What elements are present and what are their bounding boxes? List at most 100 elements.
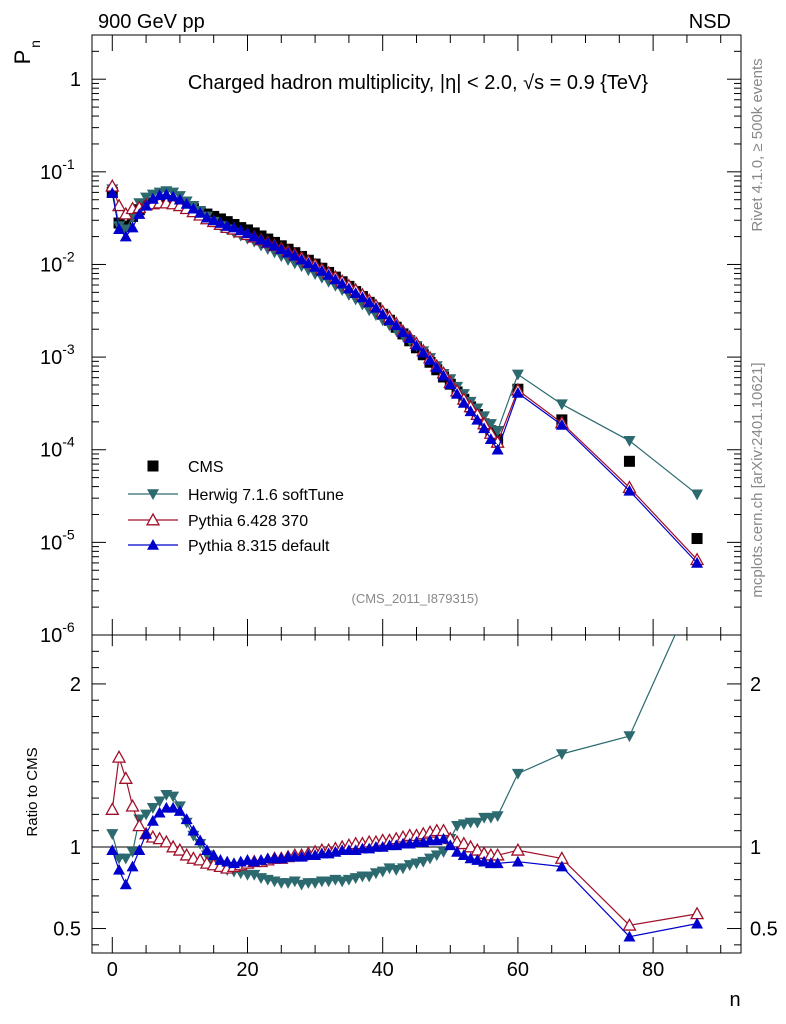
series-line-pythia-8-315-default	[111, 192, 698, 564]
legend-marker	[145, 512, 161, 526]
data-point	[140, 199, 153, 211]
main-ylabel: P	[10, 50, 35, 65]
data-point	[234, 224, 247, 236]
ratio-ytick-label-left: 1	[70, 837, 81, 859]
ratio-point	[390, 865, 403, 876]
data-point	[329, 273, 342, 285]
main-ytick-label: 10-5	[40, 526, 75, 554]
main-ylabel-subscript: n	[27, 40, 43, 48]
data-point	[241, 227, 254, 239]
data-point	[322, 268, 335, 280]
data-point	[302, 257, 315, 269]
data-point	[119, 230, 132, 242]
ratio-series-pythia-8-315-default	[106, 801, 704, 942]
ratio-point	[172, 842, 187, 856]
process-label: NSD	[689, 11, 731, 33]
ratio-point	[119, 853, 132, 865]
data-point	[255, 233, 268, 245]
xtick-label: 40	[372, 959, 394, 981]
data-point	[194, 206, 207, 218]
ratio-point	[691, 581, 703, 592]
main-ytick-label: 10-6	[40, 619, 75, 647]
data-point	[623, 455, 635, 467]
ratio-point	[126, 860, 139, 872]
data-point	[282, 246, 295, 258]
ratio-point	[623, 930, 636, 942]
ratio-point	[288, 876, 301, 888]
data-point	[363, 296, 376, 308]
ratio-point	[491, 857, 504, 869]
ratio-point	[153, 796, 166, 808]
data-point	[295, 253, 308, 265]
data-point	[424, 354, 437, 365]
analysis-id: (CMS_2011_I879315)	[352, 591, 479, 606]
ratio-point	[471, 854, 484, 865]
data-point	[119, 224, 132, 236]
data-point	[200, 211, 213, 223]
ratio-point	[417, 856, 430, 868]
legend-label: Herwig 7.1.6 softTune	[188, 487, 344, 504]
ratio-point	[200, 844, 213, 856]
data-point	[437, 369, 450, 381]
xtick-label: 80	[642, 959, 664, 981]
ratio-point	[180, 813, 193, 825]
ratio-point	[430, 850, 443, 862]
main-ytick-label: 10-2	[40, 248, 75, 276]
ratio-point	[106, 844, 119, 856]
data-point	[383, 314, 396, 326]
ratio-point	[689, 906, 705, 920]
rivet-label: Rivet 4.1.0, ≥ 500k events	[749, 58, 766, 231]
energy-label: 900 GeV pp	[98, 11, 205, 33]
ratio-point	[248, 869, 261, 881]
data-point	[484, 433, 497, 444]
ratio-point	[153, 806, 166, 818]
ratio-point	[342, 874, 355, 886]
ratio-point	[491, 811, 504, 823]
data-point	[491, 426, 504, 437]
data-point	[248, 230, 261, 242]
xtick-label: 20	[236, 959, 258, 981]
ratio-point	[282, 878, 295, 889]
ratio-point	[623, 731, 636, 743]
ratio-point	[369, 868, 382, 880]
ratio-point	[478, 855, 491, 867]
data-point	[221, 220, 234, 231]
ratio-point	[214, 854, 227, 865]
data-point	[173, 193, 186, 205]
data-point	[180, 197, 193, 209]
data-point	[403, 332, 416, 343]
series-pythia-8-315-default	[106, 187, 704, 568]
ratio-point	[349, 873, 362, 884]
data-point	[227, 221, 240, 233]
ratio-point	[363, 871, 376, 883]
data-point	[207, 214, 220, 226]
data-point	[444, 378, 457, 389]
ratio-point	[555, 860, 568, 872]
legend-marker	[147, 460, 159, 472]
ratio-point	[159, 834, 174, 848]
data-point	[160, 188, 173, 200]
xtick-label: 60	[507, 959, 529, 981]
data-point	[288, 249, 301, 261]
data-point	[369, 301, 382, 313]
ratio-point	[105, 802, 120, 815]
main-ytick-label: 10-3	[40, 341, 75, 369]
ratio-point	[146, 814, 159, 826]
ratio-point	[424, 853, 437, 865]
main-ytick-label: 1	[70, 69, 81, 91]
data-point	[106, 187, 119, 198]
ratio-point	[451, 821, 464, 832]
data-point	[336, 277, 349, 289]
ratio-point	[396, 863, 409, 875]
ratio-point	[125, 798, 140, 812]
ratio-point	[691, 917, 704, 929]
ratio-point	[511, 768, 524, 780]
data-point	[491, 443, 504, 455]
ratio-point	[322, 876, 335, 888]
ratio-point	[437, 832, 450, 844]
plot-title: Charged hadron multiplicity, |η| < 2.0, …	[188, 72, 648, 94]
ratio-point	[119, 878, 132, 890]
ratio-point	[111, 749, 127, 763]
data-point	[111, 198, 127, 212]
data-point	[555, 418, 568, 430]
